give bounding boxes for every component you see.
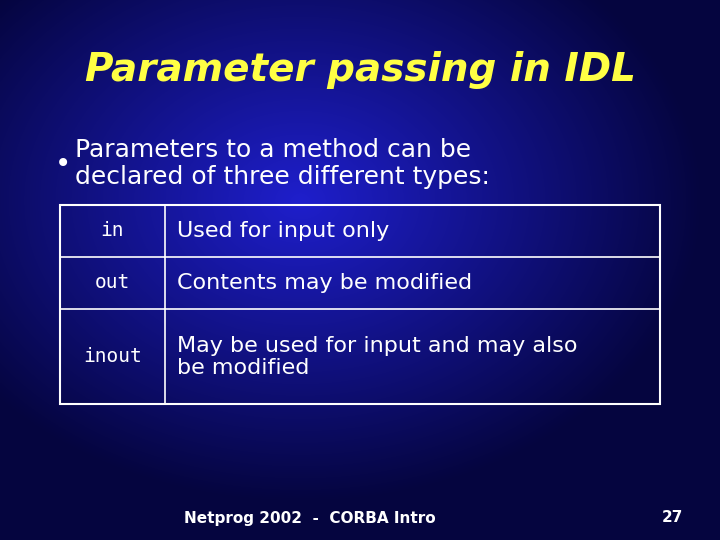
Text: Parameter passing in IDL: Parameter passing in IDL [84, 51, 636, 89]
Text: be modified: be modified [177, 357, 310, 377]
Text: May be used for input and may also: May be used for input and may also [177, 335, 577, 355]
Bar [60, 205, 660, 404]
Text: Used for input only: Used for input only [177, 221, 390, 241]
Text: in: in [101, 221, 125, 240]
Text: •: • [55, 150, 71, 178]
Text: 27: 27 [661, 510, 683, 525]
Text: Parameters to a method can be: Parameters to a method can be [75, 138, 471, 162]
Text: Contents may be modified: Contents may be modified [177, 273, 472, 293]
Text: out: out [95, 273, 130, 293]
Text: inout: inout [83, 347, 142, 366]
Text: declared of three different types:: declared of three different types: [75, 165, 490, 189]
Text: Netprog 2002  -  CORBA Intro: Netprog 2002 - CORBA Intro [184, 510, 436, 525]
